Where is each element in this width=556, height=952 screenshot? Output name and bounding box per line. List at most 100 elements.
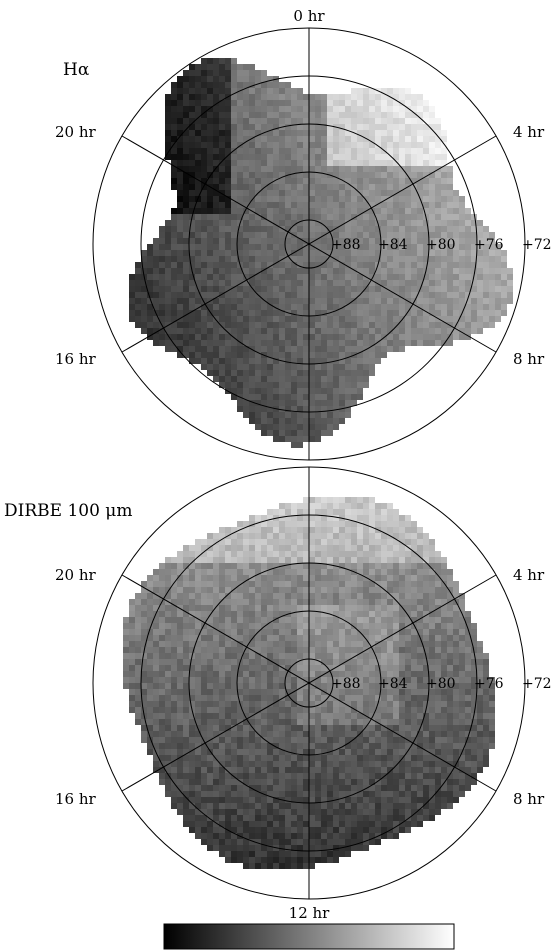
map-pixel [297, 653, 303, 659]
map-pixel [189, 635, 195, 641]
map-pixel [417, 208, 423, 214]
map-pixel [303, 587, 309, 593]
map-pixel [351, 106, 357, 112]
map-pixel [243, 166, 249, 172]
map-pixel [279, 136, 285, 142]
map-pixel [321, 725, 327, 731]
map-pixel [369, 244, 375, 250]
map-pixel [213, 190, 219, 196]
map-pixel [201, 701, 207, 707]
map-pixel [285, 509, 291, 515]
map-pixel [327, 707, 333, 713]
map-pixel [351, 563, 357, 569]
map-pixel [399, 629, 405, 635]
map-pixel [393, 208, 399, 214]
map-pixel [429, 635, 435, 641]
map-pixel [177, 352, 183, 358]
map-pixel [189, 743, 195, 749]
map-pixel [285, 364, 291, 370]
map-pixel [369, 304, 375, 310]
map-pixel [189, 82, 195, 88]
map-pixel [399, 292, 405, 298]
map-pixel [423, 100, 429, 106]
map-pixel [225, 358, 231, 364]
map-pixel [369, 148, 375, 154]
map-pixel [267, 725, 273, 731]
map-pixel [279, 539, 285, 545]
map-pixel [261, 424, 267, 430]
map-pixel [213, 647, 219, 653]
map-pixel [237, 382, 243, 388]
map-pixel [147, 256, 153, 262]
map-pixel [279, 322, 285, 328]
map-pixel [453, 701, 459, 707]
map-pixel [213, 340, 219, 346]
map-pixel [279, 370, 285, 376]
map-pixel [357, 94, 363, 100]
map-pixel [453, 719, 459, 725]
map-pixel [261, 202, 267, 208]
map-pixel [159, 262, 165, 268]
map-pixel [123, 683, 129, 689]
map-pixel [249, 316, 255, 322]
map-pixel [321, 382, 327, 388]
map-pixel [291, 557, 297, 563]
map-pixel [357, 160, 363, 166]
map-pixel [243, 623, 249, 629]
map-pixel [447, 593, 453, 599]
map-pixel [249, 545, 255, 551]
map-pixel [201, 611, 207, 617]
map-pixel [417, 659, 423, 665]
map-pixel [279, 202, 285, 208]
map-pixel [315, 587, 321, 593]
map-pixel [243, 406, 249, 412]
map-pixel [339, 394, 345, 400]
map-pixel [339, 340, 345, 346]
map-pixel [357, 256, 363, 262]
map-pixel [237, 563, 243, 569]
map-pixel [471, 304, 477, 310]
map-pixel [363, 563, 369, 569]
map-pixel [189, 220, 195, 226]
map-pixel [183, 118, 189, 124]
map-pixel [477, 659, 483, 665]
map-pixel [339, 725, 345, 731]
map-pixel [279, 118, 285, 124]
map-pixel [297, 226, 303, 232]
map-pixel [333, 412, 339, 418]
map-pixel [399, 581, 405, 587]
map-pixel [345, 190, 351, 196]
map-pixel [273, 677, 279, 683]
map-pixel [285, 160, 291, 166]
map-pixel [291, 370, 297, 376]
map-pixel [243, 695, 249, 701]
map-pixel [477, 647, 483, 653]
map-pixel [231, 268, 237, 274]
map-pixel [219, 677, 225, 683]
map-pixel [219, 641, 225, 647]
map-pixel [477, 310, 483, 316]
map-pixel [255, 382, 261, 388]
map-pixel [423, 545, 429, 551]
map-pixel [339, 328, 345, 334]
map-pixel [435, 298, 441, 304]
map-pixel [165, 94, 171, 100]
map-pixel [369, 725, 375, 731]
map-pixel [417, 340, 423, 346]
map-pixel [147, 701, 153, 707]
map-pixel [303, 755, 309, 761]
map-pixel [207, 605, 213, 611]
map-pixel [255, 418, 261, 424]
map-pixel [423, 106, 429, 112]
map-pixel [207, 70, 213, 76]
map-pixel [339, 166, 345, 172]
map-pixel [309, 412, 315, 418]
map-pixel [345, 316, 351, 322]
map-pixel [327, 292, 333, 298]
map-pixel [417, 707, 423, 713]
map-pixel [267, 695, 273, 701]
map-pixel [303, 376, 309, 382]
map-pixel [381, 322, 387, 328]
map-pixel [225, 202, 231, 208]
map-pixel [225, 142, 231, 148]
